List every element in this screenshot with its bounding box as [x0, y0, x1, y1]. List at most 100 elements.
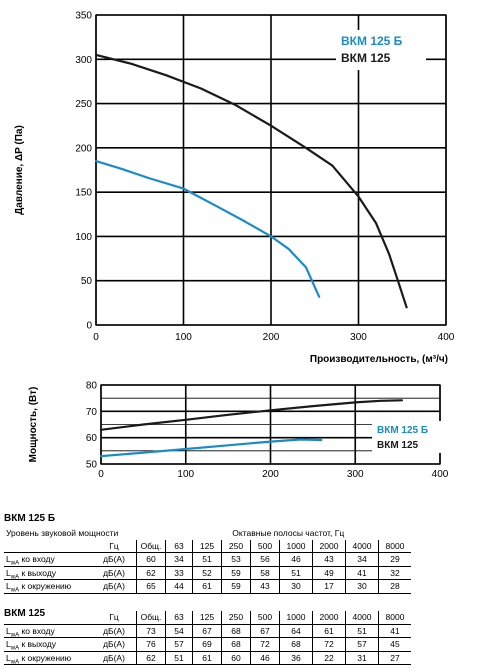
x-tick-label: 300: [350, 332, 367, 343]
table-cell: 69: [192, 637, 222, 652]
x-tick-label: 100: [175, 332, 192, 343]
table-cell: 73: [136, 624, 166, 638]
legend-entry: ВКМ 125: [377, 440, 419, 451]
table-cell: 59: [221, 579, 251, 594]
table-row: LwA к выходу дБ(А) 76 57 69 68 72 68 72 57 45: [4, 637, 411, 652]
table-header-left: Уровень звуковой мощности: [6, 528, 119, 539]
x-tick-label: 400: [432, 469, 449, 480]
table-cell: 33: [165, 566, 193, 580]
row-unit: дБ(А): [92, 637, 137, 652]
series-line: [99, 399, 403, 431]
y-tick-label: 80: [86, 381, 98, 392]
legend-box: [336, 30, 426, 70]
col-header: 500: [250, 539, 280, 553]
table-cell: 30: [279, 579, 313, 594]
col-header: 4000: [345, 611, 379, 625]
table-row: LwA ко входу дБ(А) 73 54 67 68 67 64 61 51 41: [4, 624, 411, 638]
table-cell: 51: [279, 566, 313, 580]
x-tick-label: 300: [347, 469, 364, 480]
table-cell: 62: [136, 566, 166, 580]
col-header: 2000: [312, 539, 346, 553]
table-header-right: Октавные полосы частот, Гц: [232, 528, 345, 539]
col-header: 125: [192, 611, 222, 625]
power-chart: 0 100 200 300 400 50 60 70 80 Мощность, (Вт) ВКМ 1…: [28, 381, 462, 480]
table-row: LwA к выходу дБ(А) 62 33 52 59 58 51 49 41 32: [4, 566, 411, 580]
sound-table-vkm125: Гц Общ. 63 125 250 500 1000 2000 4000 80…: [4, 611, 411, 665]
row-label: LwA к выходу: [4, 566, 92, 580]
table-cell: 57: [345, 637, 379, 652]
row-label: LwA к окружению: [4, 579, 92, 594]
y-tick-label: 60: [86, 433, 98, 444]
table-cell: 29: [378, 552, 411, 567]
x-tick-label: 100: [177, 469, 194, 480]
table-cell: 51: [192, 552, 222, 567]
table-cell: 56: [250, 552, 280, 567]
table-cell: 34: [165, 552, 193, 567]
table-row: LwA к окружению дБ(А) 65 44 61 59 43 30 17 30 28: [4, 579, 411, 594]
table-cell: 61: [192, 651, 222, 665]
table-cell: 41: [378, 624, 411, 638]
y-tick-label: 0: [86, 321, 92, 332]
x-axis-label: Производительность, (м³/ч): [310, 354, 448, 365]
col-header: 125: [192, 539, 222, 553]
col-header: 8000: [378, 539, 411, 553]
table-cell: 67: [192, 624, 222, 638]
table-cell: 61: [192, 579, 222, 594]
col-header: 8000: [378, 611, 411, 625]
table-cell: 68: [221, 624, 251, 638]
col-unit-header: Гц: [92, 611, 137, 625]
x-tick-label: 0: [93, 332, 99, 343]
table-cell: 28: [378, 579, 411, 594]
table-cell: 36: [279, 651, 313, 665]
table-cell: 31: [345, 651, 379, 665]
y-tick-label: 350: [75, 11, 92, 22]
table-cell: 68: [279, 637, 313, 652]
y-axis-label: Мощность, (Вт): [28, 387, 39, 463]
col-header: Общ.: [136, 611, 166, 625]
legend-box: [372, 421, 462, 453]
table-row: LwA к окружению дБ(А) 62 51 61 60 46 36 22 31 27: [4, 651, 411, 665]
col-header: 1000: [279, 539, 313, 553]
table-cell: 27: [378, 651, 411, 665]
x-tick-label: 200: [262, 469, 279, 480]
plot-frame: [95, 14, 447, 326]
col-unit-header: Гц: [92, 539, 137, 553]
table-cell: 46: [250, 651, 280, 665]
table-title-vkm125b: ВКМ 125 Б: [4, 513, 56, 524]
y-tick-label: 300: [75, 55, 92, 66]
row-unit: дБ(А): [92, 566, 137, 580]
table-cell: 57: [165, 637, 193, 652]
x-tick-label: 200: [263, 332, 280, 343]
table-cell: 41: [345, 566, 379, 580]
series-line: [94, 160, 321, 298]
table-cell: 44: [165, 579, 193, 594]
row-unit: дБ(А): [92, 579, 137, 594]
y-tick-label: 100: [75, 232, 92, 243]
table-cell: 32: [378, 566, 411, 580]
sound-table-vkm125b: Уровень звуковой мощности Октавные полос…: [4, 527, 411, 594]
y-tick-label: 50: [86, 460, 98, 471]
table-cell: 60: [136, 552, 166, 567]
x-tick-label: 400: [438, 332, 455, 343]
table-cell: 58: [250, 566, 280, 580]
table-cell: 68: [221, 637, 251, 652]
y-axis-label: Давление, ΔP (Па): [14, 125, 25, 215]
row-label: LwA ко входу: [4, 624, 92, 638]
table-cell: 60: [221, 651, 251, 665]
col-header: 63: [165, 611, 193, 625]
table-cell: 51: [345, 624, 379, 638]
y-tick-label: 70: [86, 407, 98, 418]
table-cell: 52: [192, 566, 222, 580]
table-cell: 49: [312, 566, 346, 580]
table-cell: 43: [312, 552, 346, 567]
table-cell: 30: [345, 579, 379, 594]
col-header: 4000: [345, 539, 379, 553]
col-header: 500: [250, 611, 280, 625]
y-tick-label: 150: [75, 188, 92, 199]
row-unit: дБ(А): [92, 624, 137, 638]
table-cell: 45: [378, 637, 411, 652]
x-tick-label: 0: [98, 469, 104, 480]
table-cell: 72: [250, 637, 280, 652]
pressure-chart: 0 100 200 300 400 0 50 100 150 200 250 300 350 Давлен…: [14, 11, 455, 366]
col-header: 1000: [279, 611, 313, 625]
